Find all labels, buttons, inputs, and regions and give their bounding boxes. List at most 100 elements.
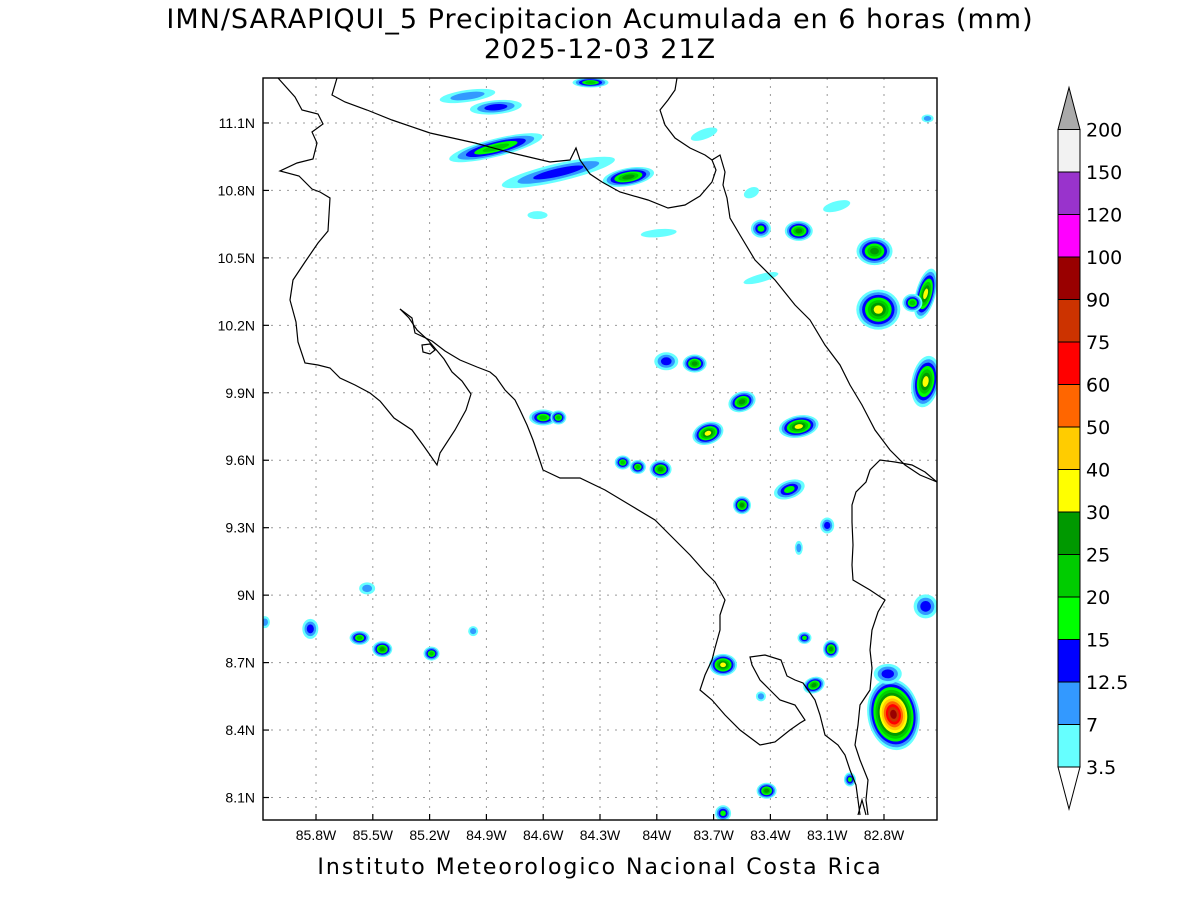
colorbar-segment — [1057, 724, 1081, 768]
precip-contour — [811, 683, 817, 688]
lon-tick-label: 85.2W — [409, 827, 450, 843]
colorbar-label: 25 — [1086, 545, 1110, 567]
colorbar-label: 90 — [1086, 290, 1110, 312]
precip-cell — [797, 631, 812, 644]
colorbar-label: 120 — [1086, 205, 1122, 227]
precip-cell — [529, 409, 558, 426]
precip-contour — [873, 305, 883, 314]
colorbar-segment — [1057, 511, 1081, 555]
precip-cell — [902, 293, 923, 312]
precip-contour — [657, 467, 664, 472]
colorbar-label: 100 — [1086, 247, 1122, 269]
precip-contour — [635, 464, 641, 469]
colorbar-label: 15 — [1086, 630, 1110, 652]
precip-cell — [439, 88, 496, 104]
lon-tick-label: 84.9W — [466, 827, 507, 843]
lon-tick-label: 82.8W — [864, 827, 905, 843]
precip-cell — [449, 133, 543, 163]
precip-cell — [709, 653, 738, 676]
precip-contour — [757, 225, 765, 232]
precip-contour — [484, 103, 508, 111]
precip-cell — [755, 691, 766, 702]
border-panama — [851, 459, 937, 816]
lon-tick-label: 83.7W — [693, 827, 734, 843]
precip-cell — [715, 805, 732, 820]
lat-tick-label: 9N — [237, 587, 255, 603]
precip-cell — [784, 220, 813, 241]
precip-contour — [923, 116, 932, 121]
precip-contour — [470, 628, 477, 635]
lat-tick-label: 10.5N — [218, 250, 255, 266]
colorbar-label: 7 — [1086, 715, 1098, 737]
precip-contour — [829, 646, 833, 652]
lon-tick-label: 83.4W — [750, 827, 791, 843]
precip-cell — [756, 782, 777, 799]
precip-contour — [743, 187, 760, 199]
map-title: IMN/SARAPIQUI_5 Precipitacion Acumulada … — [166, 4, 1034, 35]
lon-tick-label: 85.8W — [296, 827, 337, 843]
precip-contour — [890, 709, 897, 719]
precip-cell — [873, 663, 902, 684]
precip-cell — [867, 678, 920, 751]
precip-cell — [614, 455, 631, 470]
colorbar-label: 50 — [1086, 417, 1110, 439]
colorbar-upper-arrow — [1057, 85, 1081, 130]
footer-institution: Instituto Meteorologico Nacional Costa R… — [317, 855, 883, 880]
precip-contour — [738, 399, 746, 405]
precip-cell — [550, 410, 567, 425]
plot-frame — [262, 77, 938, 821]
lat-tick-label: 8.4N — [225, 722, 255, 738]
precip-cell — [743, 187, 760, 199]
precip-cell — [602, 166, 655, 187]
colorbar-segment — [1057, 469, 1081, 513]
precip-contour — [720, 810, 726, 817]
precip-cell — [263, 616, 270, 629]
precip-contour — [764, 788, 770, 793]
precip-contour — [585, 80, 596, 84]
lat-tick-label: 10.2N — [218, 317, 255, 333]
precip-cell — [820, 517, 835, 534]
precip-contour — [362, 584, 373, 593]
precip-cell — [423, 646, 440, 661]
precip-contour — [690, 127, 718, 141]
precip-cell — [803, 676, 825, 694]
lon-tick-label: 84.6W — [523, 827, 564, 843]
precip-cell — [692, 421, 724, 445]
precip-cell — [572, 78, 609, 88]
precip-contour — [823, 200, 851, 213]
precip-contour — [620, 460, 626, 465]
precip-contour — [922, 376, 929, 387]
island-chira — [421, 343, 436, 355]
precip-cell — [779, 415, 819, 438]
precip-contour — [482, 143, 510, 152]
precip-cell — [349, 630, 370, 645]
precip-cell — [732, 496, 751, 515]
lat-tick-label: 8.7N — [225, 655, 255, 671]
coastline-north — [277, 78, 472, 467]
colorbar-segment — [1057, 639, 1081, 683]
precip-contour — [720, 662, 727, 668]
precip-cell — [913, 268, 937, 320]
precip-cell — [823, 200, 851, 213]
precip-contour — [306, 624, 314, 634]
map-date-subtitle: 2025-12-03 21Z — [483, 34, 717, 65]
precip-contour — [870, 247, 879, 255]
colorbar-segment — [1057, 341, 1081, 385]
latitude-axis: 8.1N 8.4N 8.7N 9N 9.3N 9.6N 9.9N 10.2N 10.5N 10.8… — [218, 115, 269, 806]
colorbar-label: 200 — [1086, 120, 1122, 142]
precip-contour — [660, 357, 672, 366]
coastline-nicoya-gulf — [399, 308, 861, 816]
precip-contour — [881, 669, 894, 679]
colorbar-lower-arrow — [1057, 766, 1081, 811]
precip-cell — [468, 626, 479, 637]
precip-cell — [856, 237, 893, 266]
coastline-caribbean — [331, 78, 937, 483]
colorbar-segment — [1057, 681, 1081, 725]
precip-cell — [921, 114, 934, 123]
precip-cell — [773, 479, 805, 500]
precip-contour — [824, 521, 831, 530]
precip-contour — [802, 635, 807, 640]
colorbar-segment — [1057, 214, 1081, 258]
colorbar-segment — [1057, 299, 1081, 343]
